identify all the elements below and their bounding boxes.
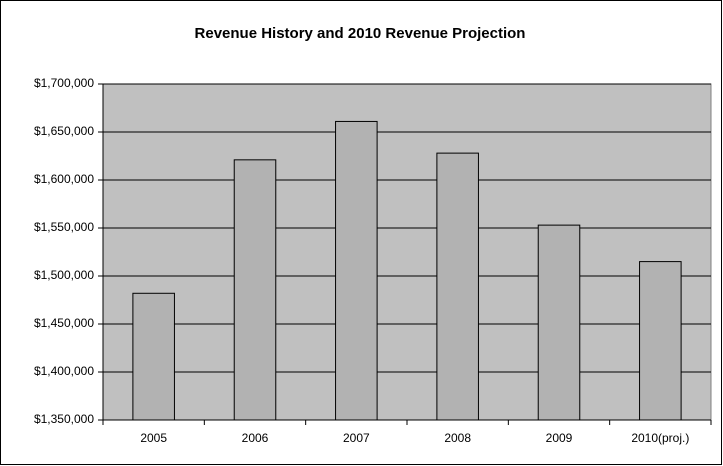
x-tick-label: 2005 [140, 431, 167, 445]
bar [233, 159, 277, 421]
y-tick-label: $1,550,000 [34, 220, 94, 234]
chart-title: Revenue History and 2010 Revenue Project… [195, 25, 526, 42]
y-tick-label: $1,700,000 [34, 76, 94, 90]
bar [132, 292, 175, 421]
y-tick-label: $1,500,000 [34, 268, 94, 282]
y-tick-label: $1,350,000 [34, 412, 94, 426]
x-tick-label: 2009 [546, 431, 573, 445]
x-tick-label: 2006 [242, 431, 269, 445]
x-tick-label: 2010(proj.) [631, 431, 689, 445]
x-tick-label: 2008 [444, 431, 471, 445]
bar [436, 152, 479, 421]
y-tick-label: $1,400,000 [34, 364, 94, 378]
bar [335, 120, 378, 421]
x-tick-label: 2007 [343, 431, 370, 445]
bar [639, 261, 682, 421]
y-tick-label: $1,650,000 [34, 124, 94, 138]
plot-area [102, 83, 712, 421]
y-tick-label: $1,450,000 [34, 316, 94, 330]
y-tick-label: $1,600,000 [34, 172, 94, 186]
bar [537, 224, 581, 421]
